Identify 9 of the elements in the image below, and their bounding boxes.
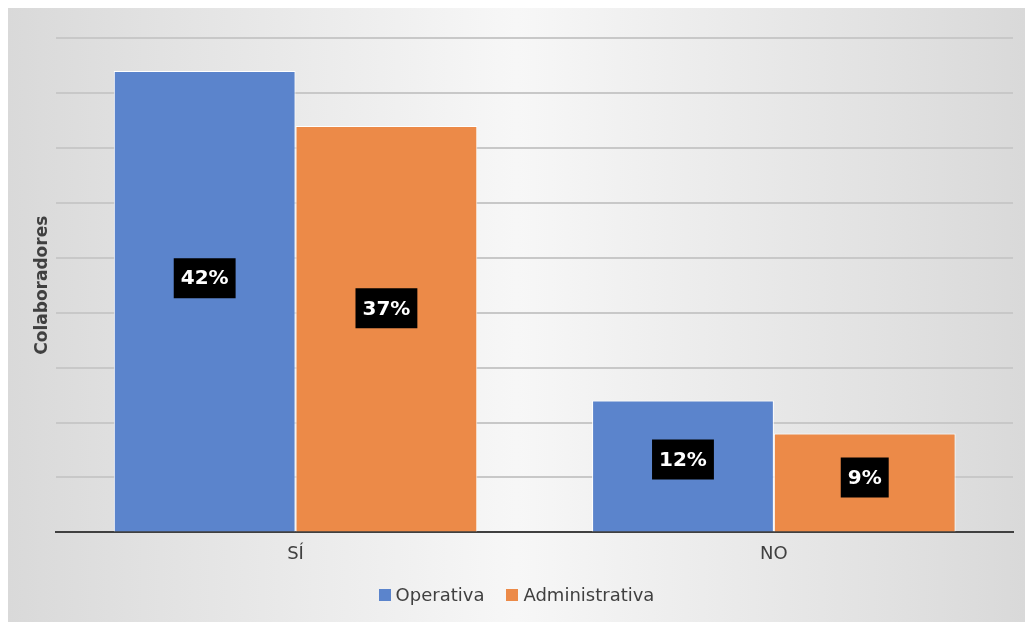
data-label: 42%	[180, 265, 229, 290]
legend-label: Administrativa	[523, 584, 655, 605]
legend-label: Operativa	[395, 584, 485, 605]
y-axis-title: Colaboradores	[30, 215, 51, 355]
data-label: 9%	[847, 464, 882, 489]
x-tick-label: NO	[760, 541, 788, 563]
x-tick-label: SÍ	[287, 541, 304, 563]
data-label: 37%	[362, 295, 411, 320]
data-label: 12%	[659, 446, 707, 471]
